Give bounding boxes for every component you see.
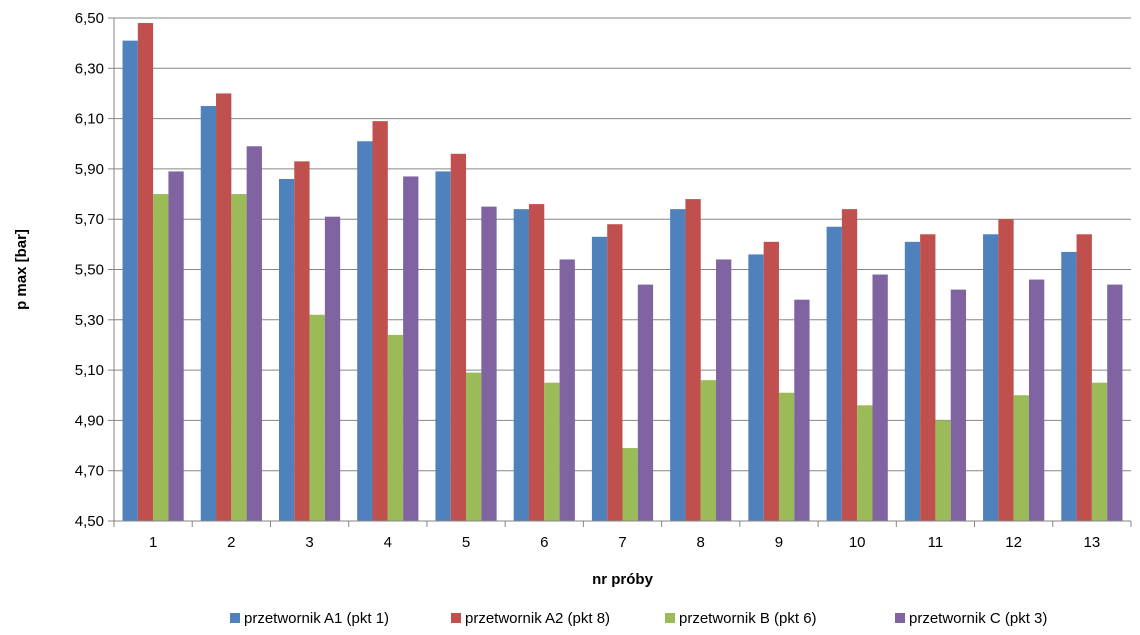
bar-1-5 <box>435 171 451 522</box>
y-tick-label: 4,50 <box>75 513 104 530</box>
y-tick-label: 4,70 <box>75 463 104 480</box>
bar-2-1 <box>137 23 154 522</box>
x-tick-label: 9 <box>775 534 783 551</box>
bar-4-7 <box>637 284 654 521</box>
bar-2-4 <box>372 121 388 522</box>
bar-3-7 <box>622 448 638 521</box>
bar-3-10 <box>857 405 873 521</box>
bar-2-13 <box>1076 234 1092 522</box>
legend-swatch-3 <box>665 613 675 623</box>
legend: przetwornik A1 (pkt 1) przetwornik A2 (pk… <box>230 610 1047 627</box>
bar-1-1 <box>122 40 138 521</box>
bar-4-1 <box>168 171 184 522</box>
bar-2-11 <box>920 234 936 522</box>
x-tick-label: 7 <box>618 534 626 551</box>
x-tick-label: 10 <box>849 534 866 551</box>
x-tick-label: 13 <box>1084 534 1101 551</box>
y-tick-label: 6,30 <box>75 60 104 77</box>
bar-2-12 <box>998 219 1014 521</box>
x-tick-label: 4 <box>384 534 392 551</box>
bar-2-8 <box>685 199 701 521</box>
x-tick-label: 5 <box>462 534 470 551</box>
bar-4-8 <box>716 259 732 521</box>
x-tick-label: 11 <box>928 534 944 551</box>
bar-3-4 <box>387 334 404 521</box>
bar-3-1 <box>153 194 169 522</box>
x-axis-title: nr próby <box>592 571 653 588</box>
legend-label-1: przetwornik A1 (pkt 1) <box>244 610 389 627</box>
bar-1-11 <box>904 241 921 521</box>
bar-3-8 <box>700 380 717 521</box>
bar-2-5 <box>450 153 467 521</box>
bar-1-12 <box>983 234 999 522</box>
bar-3-13 <box>1091 382 1108 521</box>
x-tick-labels: 1 2 3 4 5 6 7 8 9 10 11 12 13 <box>113 521 1132 551</box>
bar-2-10 <box>841 209 858 521</box>
bar-1-6 <box>513 209 529 521</box>
legend-label-2: przetwornik A2 (pkt 8) <box>465 610 610 627</box>
bar-1-13 <box>1061 251 1077 521</box>
bar-1-10 <box>826 226 842 521</box>
bar-2-3 <box>294 161 310 522</box>
bar-3-2 <box>231 194 247 522</box>
bar-1-7 <box>591 236 608 521</box>
bar-4-3 <box>324 216 341 521</box>
bar-3-3 <box>309 314 325 521</box>
y-tick-label: 5,30 <box>75 312 104 329</box>
bar-3-5 <box>466 372 482 521</box>
legend-swatch-1 <box>230 613 240 623</box>
y-tick-label: 4,90 <box>75 412 104 429</box>
bar-1-2 <box>200 106 217 522</box>
y-tick-labels: 4,50 4,70 4,90 5,10 5,30 5,50 5,70 5,90 6,10 6,30… <box>75 10 104 530</box>
bar-3-11 <box>935 420 951 521</box>
bar-4-5 <box>481 206 497 521</box>
x-tick-label: 3 <box>305 534 313 551</box>
x-tick-label: 8 <box>697 534 705 551</box>
bar-4-2 <box>246 146 262 521</box>
bar-2-7 <box>607 224 623 522</box>
x-tick-label: 1 <box>149 534 157 551</box>
legend-label-3: przetwornik B (pkt 6) <box>679 610 817 627</box>
bar-1-4 <box>357 141 373 522</box>
bar-1-8 <box>670 209 686 521</box>
x-tick-label: 2 <box>227 534 235 551</box>
bars-group <box>122 23 1123 522</box>
bar-4-4 <box>403 176 419 521</box>
bar-2-2 <box>216 93 232 521</box>
y-tick-label: 6,10 <box>75 111 104 128</box>
bar-2-6 <box>528 204 545 522</box>
bar-3-6 <box>544 382 560 521</box>
y-tick-label: 5,90 <box>75 161 104 178</box>
bar-4-11 <box>950 289 967 521</box>
bar-4-13 <box>1107 284 1123 521</box>
legend-label-4: przetwornik C (pkt 3) <box>909 610 1047 627</box>
x-tick-label: 6 <box>540 534 548 551</box>
bar-4-10 <box>872 274 888 521</box>
bar-1-9 <box>748 254 764 521</box>
legend-swatch-2 <box>451 613 461 623</box>
bar-3-12 <box>1013 395 1029 521</box>
axes <box>113 18 1131 522</box>
legend-swatch-4 <box>895 613 905 623</box>
bar-1-3 <box>278 178 295 521</box>
bar-4-12 <box>1028 279 1045 521</box>
y-tick-label: 5,50 <box>75 262 104 279</box>
bar-4-6 <box>559 259 575 521</box>
bar-2-9 <box>763 241 779 521</box>
x-tick-label: 12 <box>1005 534 1022 551</box>
y-tick-label: 5,10 <box>75 362 104 379</box>
y-axis-title: p max [bar] <box>13 229 30 310</box>
bar-3-9 <box>778 392 795 521</box>
y-tick-label: 6,50 <box>75 10 104 27</box>
y-tick-label: 5,70 <box>75 211 104 228</box>
bar-4-9 <box>794 299 810 521</box>
